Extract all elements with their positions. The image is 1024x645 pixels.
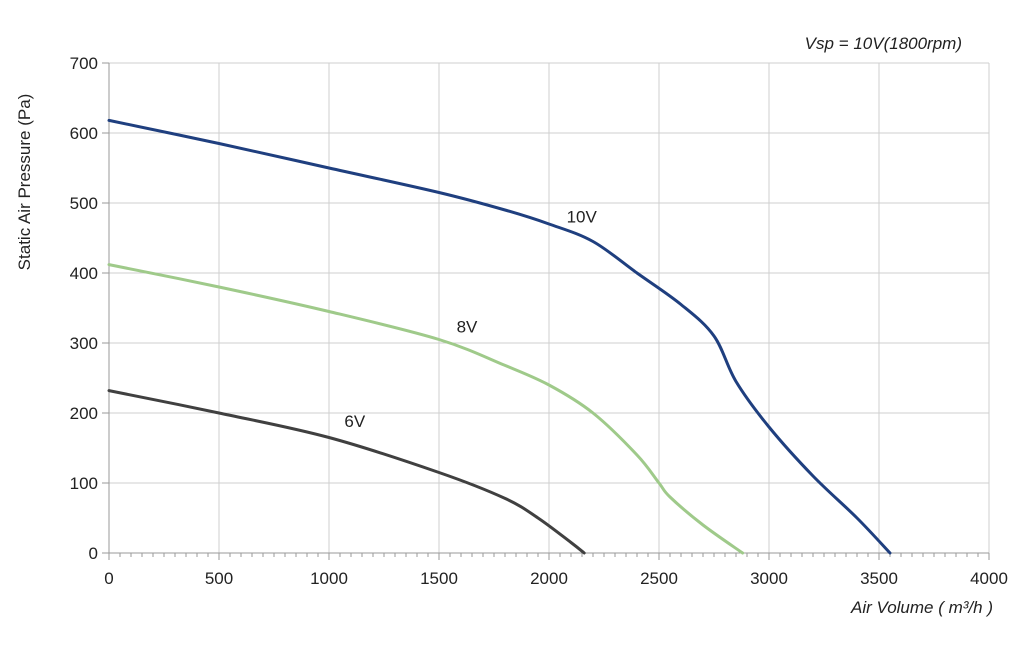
y-tick-label: 700 <box>70 54 98 73</box>
x-tick-label: 1500 <box>420 569 458 588</box>
x-tick-label: 3500 <box>860 569 898 588</box>
axes <box>108 63 989 554</box>
y-tick-label: 200 <box>70 404 98 423</box>
y-tick-label: 300 <box>70 334 98 353</box>
series-labels: 10V 8V 6V <box>344 208 597 431</box>
y-tick-label: 0 <box>89 544 98 563</box>
y-axis-title: Static Air Pressure (Pa) <box>15 94 34 271</box>
series-label-10V: 10V <box>567 208 598 227</box>
y-tick-label: 400 <box>70 264 98 283</box>
x-tick-label: 0 <box>104 569 113 588</box>
series-lines <box>107 118 892 555</box>
x-tick-label: 2500 <box>640 569 678 588</box>
grid <box>108 62 990 554</box>
x-minor-ticks <box>102 62 990 560</box>
y-tick-label: 500 <box>70 194 98 213</box>
series-line-10V <box>107 118 892 555</box>
x-tick-label: 500 <box>205 569 233 588</box>
y-tick-label: 600 <box>70 124 98 143</box>
series-line-6V <box>107 389 586 555</box>
x-tick-label: 1000 <box>310 569 348 588</box>
x-tick-labels: 0 500 1000 1500 2000 2500 3000 3500 4000 <box>104 569 1008 588</box>
series-label-6V: 6V <box>344 412 365 431</box>
annotation: Vsp = 10V(1800rpm) <box>805 34 962 53</box>
x-axis-title: Air Volume ( m³/h ) <box>850 598 993 617</box>
series-line-8V <box>107 263 745 555</box>
x-tick-label: 3000 <box>750 569 788 588</box>
y-tick-label: 100 <box>70 474 98 493</box>
x-tick-label: 2000 <box>530 569 568 588</box>
x-tick-label: 4000 <box>970 569 1008 588</box>
series-label-8V: 8V <box>457 318 478 337</box>
y-tick-labels: 0 100 200 300 400 500 600 700 <box>70 54 98 563</box>
